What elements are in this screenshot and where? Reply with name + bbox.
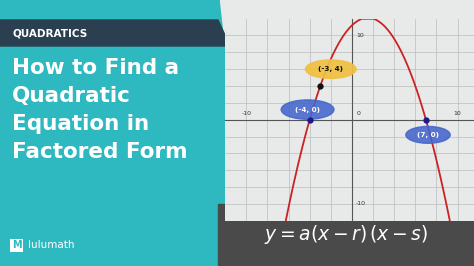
- Ellipse shape: [281, 100, 334, 119]
- FancyBboxPatch shape: [10, 239, 23, 252]
- Text: (7, 0): (7, 0): [417, 132, 439, 138]
- Text: Quadratic: Quadratic: [12, 86, 131, 106]
- Text: QUADRATICS: QUADRATICS: [13, 28, 88, 38]
- Polygon shape: [220, 0, 474, 266]
- Text: -10: -10: [241, 111, 251, 116]
- Text: (-4, 0): (-4, 0): [295, 107, 320, 113]
- Text: How to Find a: How to Find a: [12, 58, 179, 78]
- Text: Equation in: Equation in: [12, 114, 149, 134]
- Text: (-3, 4): (-3, 4): [319, 66, 343, 72]
- Text: lulumath: lulumath: [28, 240, 74, 251]
- Text: $y = a(x - r)\,(x - s)$: $y = a(x - r)\,(x - s)$: [264, 223, 428, 247]
- Ellipse shape: [406, 126, 450, 143]
- Text: M: M: [12, 240, 21, 251]
- Text: Factored Form: Factored Form: [12, 142, 188, 162]
- Text: 10: 10: [454, 111, 462, 116]
- Text: 0: 0: [356, 111, 360, 116]
- Polygon shape: [218, 204, 474, 266]
- Polygon shape: [0, 20, 230, 46]
- Text: 10: 10: [356, 33, 364, 38]
- Text: -10: -10: [356, 201, 366, 206]
- Ellipse shape: [305, 60, 356, 78]
